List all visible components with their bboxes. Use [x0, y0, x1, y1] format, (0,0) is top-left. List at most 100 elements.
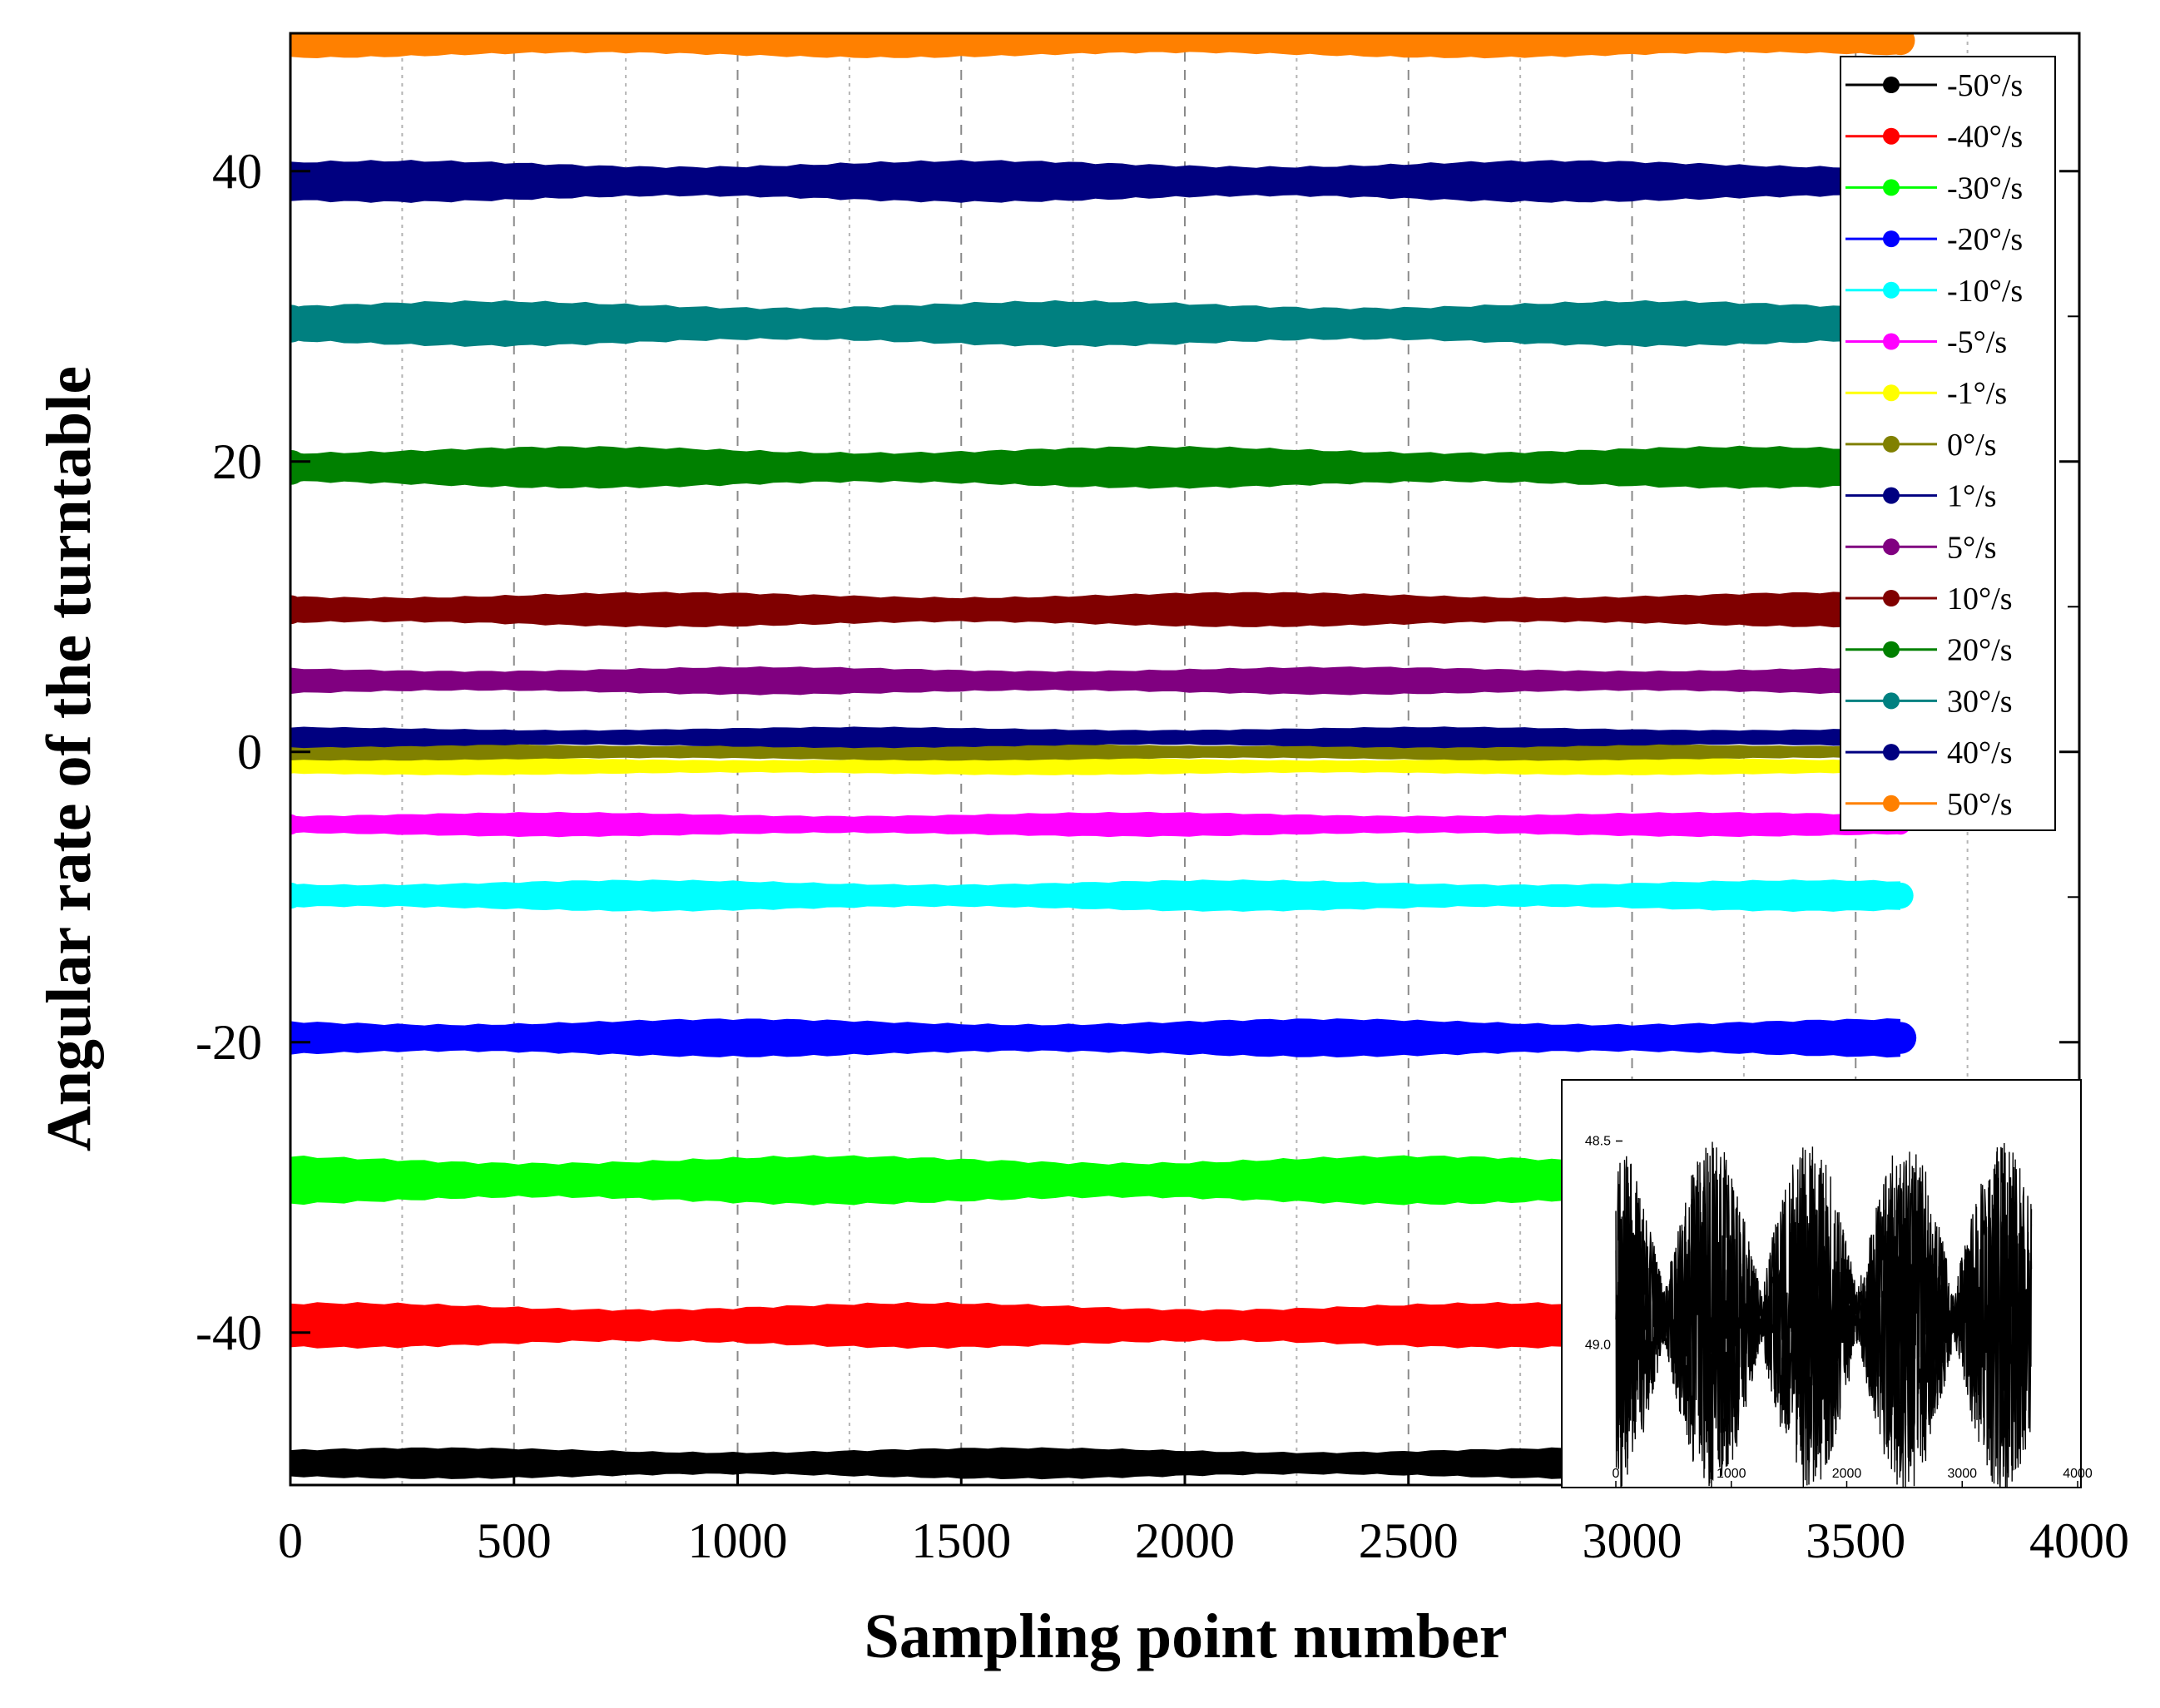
legend-marker — [1883, 127, 1900, 145]
y-axis-title: Angular rate of the turntable — [34, 366, 104, 1151]
series-start-marker — [290, 304, 310, 343]
legend-label: 30°/s — [1947, 684, 2013, 719]
x-tick-label: 3500 — [1806, 1513, 1905, 1568]
series-band — [290, 726, 1900, 749]
x-axis-ticks: 0 500 1000 1500 2000 2500 3000 3500 4000 — [278, 1473, 2129, 1568]
series-start-marker — [290, 1022, 307, 1054]
legend-label: 10°/s — [1947, 582, 2013, 616]
legend: -50°/s -40°/s -30°/s -20°/s -10°/s -5°/s -1°/s… — [1840, 56, 2056, 831]
series-band — [290, 160, 1900, 203]
x-tick-label: 500 — [477, 1513, 552, 1568]
series-start-marker — [290, 1450, 304, 1477]
inset-series--50°/s — [1615, 1141, 2033, 1488]
x-tick-label: 1000 — [688, 1513, 788, 1568]
legend-label: 0°/s — [1947, 428, 1997, 463]
legend-item: 10°/s — [1845, 582, 2013, 616]
inset-chart: 0 1000 2000 3000 4000 48.5 49.0 — [1561, 1079, 2093, 1488]
series-start-marker — [290, 669, 302, 693]
legend-marker — [1883, 77, 1900, 93]
inset-x-tick-label: 2000 — [1832, 1467, 1862, 1481]
legend-marker — [1883, 487, 1900, 504]
x-axis-title: Sampling point number — [864, 1602, 1508, 1671]
inset-x-tick-label: 3000 — [1947, 1467, 1977, 1481]
series-10°/s — [290, 592, 1915, 628]
series-30°/s — [290, 300, 1920, 348]
series-layer — [290, 33, 1921, 1480]
inset-y-tick-label: 48.5 — [1585, 1135, 1611, 1149]
x-tick-label: 0 — [278, 1513, 303, 1568]
series-start-marker — [290, 882, 304, 909]
legend-marker — [1883, 384, 1900, 402]
legend-label: -20°/s — [1947, 222, 2023, 257]
series-50°/s — [290, 33, 1915, 59]
series--1°/s — [290, 757, 1908, 775]
legend-marker — [1883, 179, 1900, 196]
x-tick-label: 2000 — [1135, 1513, 1235, 1568]
x-tick-label: 4000 — [2029, 1513, 2129, 1568]
legend-marker — [1883, 333, 1900, 350]
series-band — [290, 666, 1900, 696]
y-tick-label: -40 — [196, 1305, 262, 1360]
inset-x-tick-label: 4000 — [2063, 1467, 2093, 1481]
legend-label: 1°/s — [1947, 479, 1997, 514]
y-axis-ticks: -40 -20 0 20 40 — [196, 144, 2079, 1360]
series-end-marker — [1887, 882, 1914, 909]
series-start-marker — [290, 814, 301, 835]
y-tick-label: 40 — [212, 144, 262, 199]
series-band — [290, 757, 1900, 775]
legend-marker — [1883, 590, 1900, 606]
series-40°/s — [290, 160, 1918, 203]
inset-noise-trace — [1615, 1141, 2033, 1488]
legend-label: -5°/s — [1947, 325, 2007, 360]
series-band — [290, 1018, 1900, 1058]
series-20°/s — [290, 445, 1918, 489]
legend-item: 5°/s — [1845, 530, 1997, 565]
series-end-marker — [1885, 33, 1915, 56]
series-start-marker — [290, 759, 298, 774]
series-band — [290, 1302, 1900, 1349]
series-start-marker — [290, 33, 305, 56]
y-tick-label: 20 — [212, 434, 262, 489]
inset-frame — [1561, 1079, 2082, 1488]
legend-label: 50°/s — [1947, 787, 2013, 822]
legend-label: 5°/s — [1947, 530, 1997, 565]
legend-item: 20°/s — [1845, 633, 2013, 668]
inset-y-tick-label: 49.0 — [1585, 1339, 1611, 1353]
series-band — [290, 1155, 1900, 1206]
legend-item: -30°/s — [1845, 171, 2023, 205]
legend-item: -40°/s — [1845, 120, 2023, 155]
series-start-marker — [290, 449, 308, 485]
legend-marker — [1883, 281, 1900, 299]
x-tick-label: 2500 — [1359, 1513, 1459, 1568]
legend-label: 40°/s — [1947, 735, 2013, 770]
inset-x-tick-label: 0 — [1613, 1467, 1620, 1481]
y-tick-label: 0 — [237, 725, 262, 780]
series-band — [290, 33, 1900, 59]
legend-item: 0°/s — [1845, 428, 1997, 463]
series-band — [290, 811, 1900, 838]
x-tick-label: 1500 — [911, 1513, 1011, 1568]
series--5°/s — [290, 811, 1911, 838]
legend-label: 20°/s — [1947, 633, 2013, 668]
legend-label: -40°/s — [1947, 120, 2023, 155]
legend-marker — [1883, 692, 1900, 710]
series-band — [290, 743, 1900, 761]
series-start-marker — [290, 1160, 311, 1201]
legend-label: -50°/s — [1947, 68, 2023, 103]
series-band — [290, 592, 1900, 628]
legend-item: -10°/s — [1845, 274, 2023, 309]
legend-marker — [1883, 538, 1900, 556]
series--20°/s — [290, 1018, 1917, 1058]
series-start-marker — [290, 728, 300, 746]
series-0°/s — [290, 743, 1908, 761]
legend-marker — [1883, 795, 1900, 812]
series-start-marker — [290, 164, 308, 199]
series-band — [290, 879, 1900, 912]
legend-item: 50°/s — [1845, 787, 2013, 822]
legend-marker — [1883, 641, 1900, 658]
legend-item: -1°/s — [1845, 376, 2007, 411]
legend-item: 1°/s — [1845, 479, 1997, 514]
legend-marker — [1883, 435, 1900, 453]
legend-item: 30°/s — [1845, 684, 2013, 719]
